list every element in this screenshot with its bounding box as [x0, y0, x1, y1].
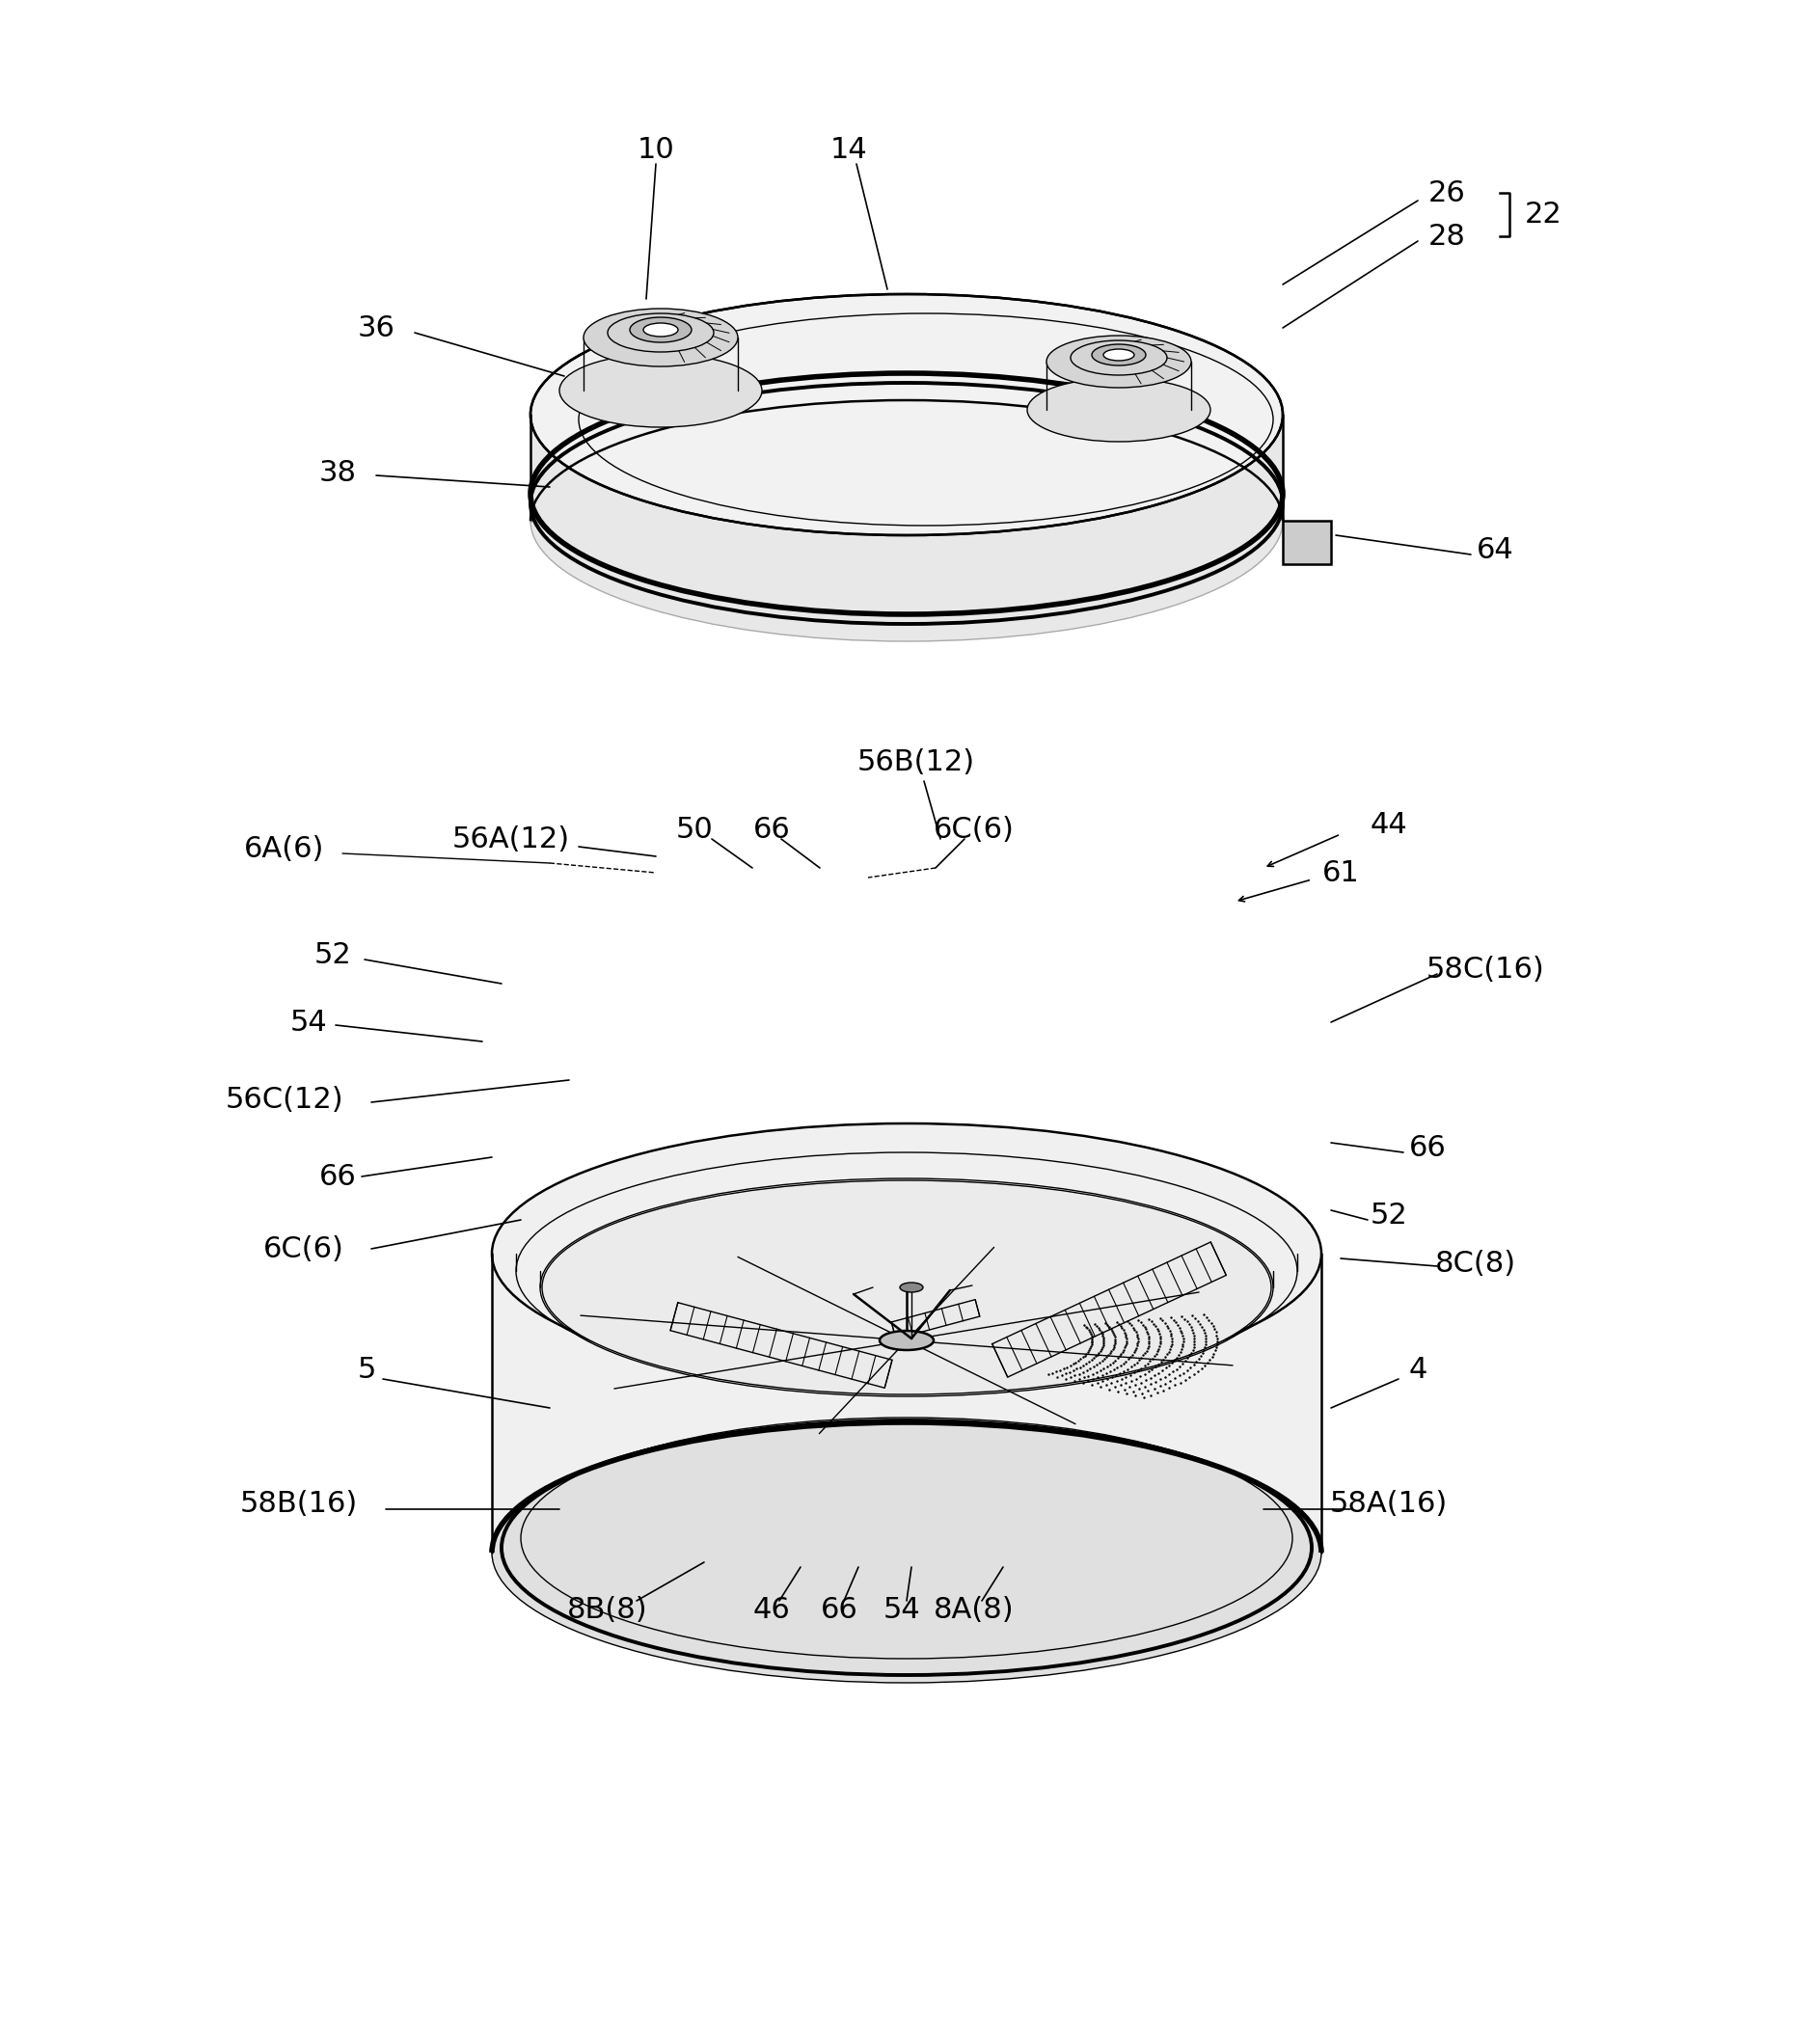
Text: 52: 52	[1370, 1201, 1407, 1229]
Text: 58B(16): 58B(16)	[240, 1491, 359, 1519]
Text: 58A(16): 58A(16)	[1330, 1491, 1449, 1519]
Text: 46: 46	[753, 1596, 790, 1624]
Text: 66: 66	[318, 1162, 357, 1190]
Ellipse shape	[542, 1180, 1270, 1395]
Text: 66: 66	[821, 1596, 857, 1624]
Text: 36: 36	[357, 314, 395, 343]
Text: 54: 54	[289, 1008, 328, 1036]
Text: 52: 52	[315, 941, 351, 969]
Ellipse shape	[1026, 377, 1210, 442]
Text: 8A(8): 8A(8)	[934, 1596, 1014, 1624]
Text: 38: 38	[318, 458, 357, 487]
Text: 6C(6): 6C(6)	[264, 1235, 344, 1263]
Polygon shape	[530, 414, 1283, 641]
Text: 26: 26	[1429, 178, 1465, 207]
Ellipse shape	[642, 322, 679, 337]
Text: 64: 64	[1476, 535, 1514, 564]
Text: 5: 5	[357, 1355, 377, 1383]
Text: 14: 14	[830, 136, 868, 164]
Ellipse shape	[491, 1422, 1321, 1683]
Ellipse shape	[1103, 349, 1134, 361]
Ellipse shape	[630, 316, 692, 343]
Ellipse shape	[1092, 345, 1147, 365]
Text: 22: 22	[1525, 201, 1562, 227]
Ellipse shape	[899, 1282, 923, 1292]
Polygon shape	[1283, 521, 1330, 564]
Text: 44: 44	[1370, 811, 1407, 838]
Polygon shape	[491, 1253, 1321, 1683]
Text: 56C(12): 56C(12)	[226, 1085, 344, 1113]
Text: 66: 66	[1409, 1134, 1447, 1162]
Text: 56A(12): 56A(12)	[453, 825, 570, 854]
Text: 61: 61	[1321, 858, 1360, 886]
Text: 66: 66	[753, 815, 790, 844]
Text: 8C(8): 8C(8)	[1436, 1249, 1516, 1278]
Text: 4: 4	[1409, 1355, 1427, 1383]
Text: 6C(6): 6C(6)	[934, 815, 1014, 844]
Text: 56B(12): 56B(12)	[857, 748, 976, 777]
Text: 50: 50	[675, 815, 713, 844]
Ellipse shape	[559, 355, 763, 428]
Text: 58C(16): 58C(16)	[1427, 955, 1545, 984]
Ellipse shape	[491, 1124, 1321, 1383]
Text: 6A(6): 6A(6)	[244, 836, 324, 862]
Ellipse shape	[879, 1330, 934, 1351]
Text: 8B(8): 8B(8)	[568, 1596, 648, 1624]
Ellipse shape	[530, 294, 1283, 535]
Ellipse shape	[1046, 335, 1190, 387]
Text: 10: 10	[637, 136, 675, 164]
Text: 54: 54	[883, 1596, 921, 1624]
Ellipse shape	[584, 308, 737, 367]
Text: 28: 28	[1429, 223, 1465, 249]
